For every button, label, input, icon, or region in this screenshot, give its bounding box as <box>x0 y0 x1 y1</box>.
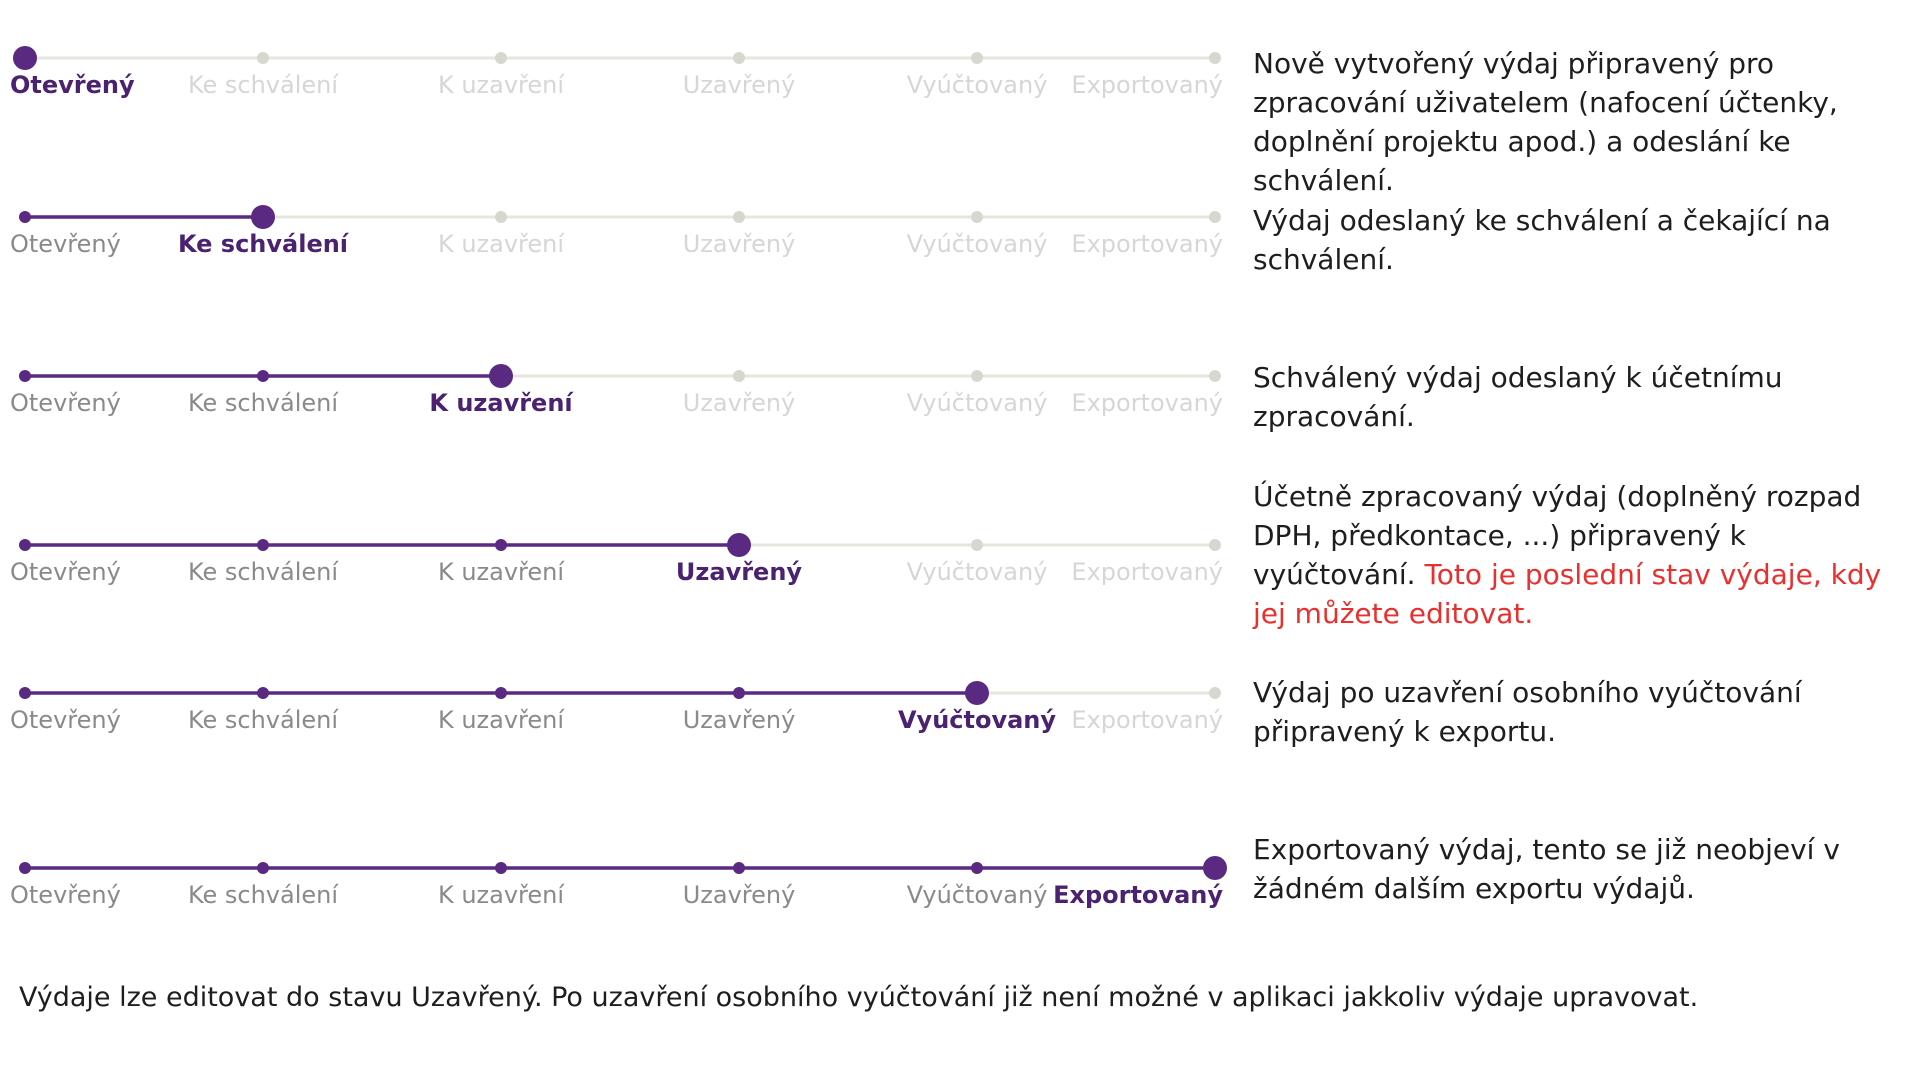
status-dot <box>257 539 269 551</box>
row-2-description: Výdaj odeslaný ke schválení a čekající n… <box>1253 204 1831 276</box>
row-5-description: Výdaj po uzavření osobního vyúčtování př… <box>1253 676 1802 748</box>
status-label: K uzavření <box>438 230 565 258</box>
status-dot <box>971 52 983 64</box>
row-4-description: Účetně zpracovaný výdaj (doplněný rozpad… <box>1253 480 1882 630</box>
status-dot <box>733 862 745 874</box>
status-dot <box>733 52 745 64</box>
status-label: Exportovaný <box>1071 558 1223 586</box>
row-1-description: Nově vytvořený výdaj připravený pro zpra… <box>1253 47 1838 197</box>
status-dot <box>495 211 507 223</box>
status-dot <box>971 211 983 223</box>
status-dot <box>1209 370 1221 382</box>
edit-warning-text: Toto je poslední stav výdaje, kdy jej mů… <box>1253 558 1882 630</box>
row-6-description: Exportovaný výdaj, tento se již neobjeví… <box>1253 833 1840 905</box>
current-status-label: Vyúčtovaný <box>898 706 1056 734</box>
current-status-label: Ke schválení <box>178 230 350 258</box>
current-status-dot <box>965 681 989 705</box>
current-status-label: Uzavřený <box>676 558 802 586</box>
status-dot <box>19 370 31 382</box>
status-dot <box>1209 539 1221 551</box>
status-label: Uzavřený <box>683 71 796 99</box>
status-label: Otevřený <box>10 706 121 734</box>
status-label: Vyúčtovaný <box>907 71 1048 99</box>
status-dot <box>971 370 983 382</box>
current-status-dot <box>1203 856 1227 880</box>
status-label: K uzavření <box>438 881 565 909</box>
status-label: Exportovaný <box>1071 706 1223 734</box>
timeline-row-1: Otevřený Ke schválení K uzavření Uzavřený Vy… <box>10 46 1223 99</box>
status-label: Uzavřený <box>683 389 796 417</box>
status-dot <box>257 370 269 382</box>
status-label: Exportovaný <box>1071 230 1223 258</box>
status-label: K uzavření <box>438 558 565 586</box>
status-dot <box>495 539 507 551</box>
current-status-dot <box>13 46 37 70</box>
status-dot <box>733 211 745 223</box>
status-label: Otevřený <box>10 881 121 909</box>
status-dot <box>495 687 507 699</box>
timeline-row-6: Otevřený Ke schválení K uzavření Uzavřený Vy… <box>10 856 1227 909</box>
status-label: Vyúčtovaný <box>907 558 1048 586</box>
status-dot <box>19 539 31 551</box>
current-status-label: Exportovaný <box>1053 881 1223 909</box>
timeline-row-5: Otevřený Ke schválení K uzavření Uzavřený Vy… <box>10 681 1223 734</box>
status-dot <box>257 52 269 64</box>
status-label: Exportovaný <box>1071 71 1223 99</box>
status-dot <box>1209 211 1221 223</box>
status-dot <box>971 539 983 551</box>
status-label: Uzavřený <box>683 706 796 734</box>
status-dot <box>495 52 507 64</box>
status-label: Ke schválení <box>188 881 339 909</box>
status-dot <box>733 687 745 699</box>
row-3-description: Schválený výdaj odeslaný k účetnímu zpra… <box>1253 361 1783 433</box>
timeline-row-2: Otevřený Ke schválení K uzavření Uzavřený Vy… <box>10 205 1223 258</box>
current-status-label: Otevřený <box>10 71 135 99</box>
status-label: Vyúčtovaný <box>907 881 1048 909</box>
timeline-row-3: Otevřený Ke schválení K uzavření Uzavřený Vy… <box>10 364 1223 417</box>
status-dot <box>1209 687 1221 699</box>
status-label: K uzavření <box>438 71 565 99</box>
timeline-row-4: Otevřený Ke schválení K uzavření Uzavřený Vy… <box>10 533 1223 586</box>
status-label: Uzavřený <box>683 881 796 909</box>
status-label: Otevřený <box>10 558 121 586</box>
current-status-label: K uzavření <box>429 389 574 417</box>
status-label: Vyúčtovaný <box>907 230 1048 258</box>
status-dot <box>19 862 31 874</box>
status-timeline-diagram: Otevřený Ke schválení K uzavření Uzavřený Vy… <box>10 46 1227 909</box>
status-dot <box>971 862 983 874</box>
status-label: Exportovaný <box>1071 389 1223 417</box>
status-dot <box>1209 52 1221 64</box>
status-label: Uzavřený <box>683 230 796 258</box>
status-label: Vyúčtovaný <box>907 389 1048 417</box>
status-dot <box>19 211 31 223</box>
status-dot <box>257 687 269 699</box>
status-dot <box>257 862 269 874</box>
status-label: Ke schválení <box>188 558 339 586</box>
current-status-dot <box>251 205 275 229</box>
status-label: K uzavření <box>438 706 565 734</box>
current-status-dot <box>489 364 513 388</box>
status-label: Otevřený <box>10 230 121 258</box>
footer-note: Výdaje lze editovat do stavu Uzavřený. P… <box>19 982 1699 1013</box>
status-label: Ke schválení <box>188 389 339 417</box>
status-dot <box>495 862 507 874</box>
status-label: Otevřený <box>10 389 121 417</box>
current-status-dot <box>727 533 751 557</box>
status-label: Ke schválení <box>188 71 339 99</box>
status-label: Ke schválení <box>188 706 339 734</box>
status-dot <box>733 370 745 382</box>
status-dot <box>19 687 31 699</box>
